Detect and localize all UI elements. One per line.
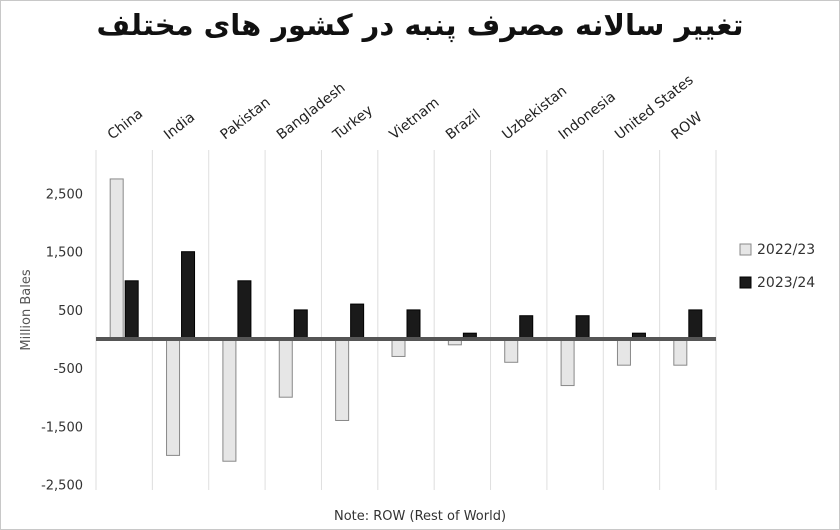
y-tick-label: 2,500 <box>46 188 83 203</box>
bar-2022-23-united-states <box>616 338 631 366</box>
y-tick-label: 500 <box>58 304 83 319</box>
bar-2023-24-vietnam <box>406 309 421 340</box>
bar-2022-23-uzbekistan <box>504 338 519 363</box>
bar-2022-23-vietnam <box>391 338 406 357</box>
bar-2022-23-turkey <box>335 338 350 421</box>
bar-2022-23-china <box>109 178 124 340</box>
bar-2023-24-china <box>124 280 139 340</box>
chart-title: تغییر سالانه مصرف پنبه در کشور های مختلف <box>96 8 744 42</box>
bar-2022-23-pakistan <box>222 338 237 462</box>
chart-note: Note: ROW (Rest of World) <box>334 509 506 524</box>
legend-label: 2022/23 <box>757 242 815 258</box>
y-tick-label: -500 <box>53 362 83 377</box>
legend-swatch <box>739 243 752 256</box>
bar-2023-24-indonesia <box>575 315 590 340</box>
bar-2023-24-row <box>688 309 703 340</box>
category-label: India <box>161 109 198 143</box>
y-tick-label: 1,500 <box>46 246 83 261</box>
category-label: Brazil <box>443 106 484 143</box>
bar-2022-23-bangladesh <box>278 338 293 398</box>
category-label: Vietnam <box>387 95 443 144</box>
legend: 2022/23 2023/24 <box>739 242 815 291</box>
bar-2023-24-bangladesh <box>293 309 308 340</box>
y-tick-label: -2,500 <box>41 479 83 494</box>
bar-2023-24-pakistan <box>237 280 252 340</box>
y-tick-label: -1,500 <box>41 420 83 435</box>
y-axis-title: Million Bales <box>19 269 34 350</box>
category-label: ROW <box>668 109 705 143</box>
category-label: Pakistan <box>218 94 274 143</box>
bar-2023-24-turkey <box>350 303 365 340</box>
bar-2023-24-uzbekistan <box>519 315 534 340</box>
category-label: China <box>105 106 146 143</box>
bar-2022-23-indonesia <box>560 338 575 387</box>
legend-swatch <box>739 276 752 289</box>
bar-2022-23-india <box>166 338 181 456</box>
y-tick-labels: 2,500 1,500 500 -500 -1,500 -2,500 <box>41 188 83 494</box>
bars <box>109 178 703 462</box>
category-label: Turkey <box>329 102 376 143</box>
grid-lines <box>95 150 717 490</box>
legend-label: 2023/24 <box>757 275 815 291</box>
bar-2023-24-india <box>181 251 196 340</box>
bar-2022-23-row <box>673 338 688 366</box>
